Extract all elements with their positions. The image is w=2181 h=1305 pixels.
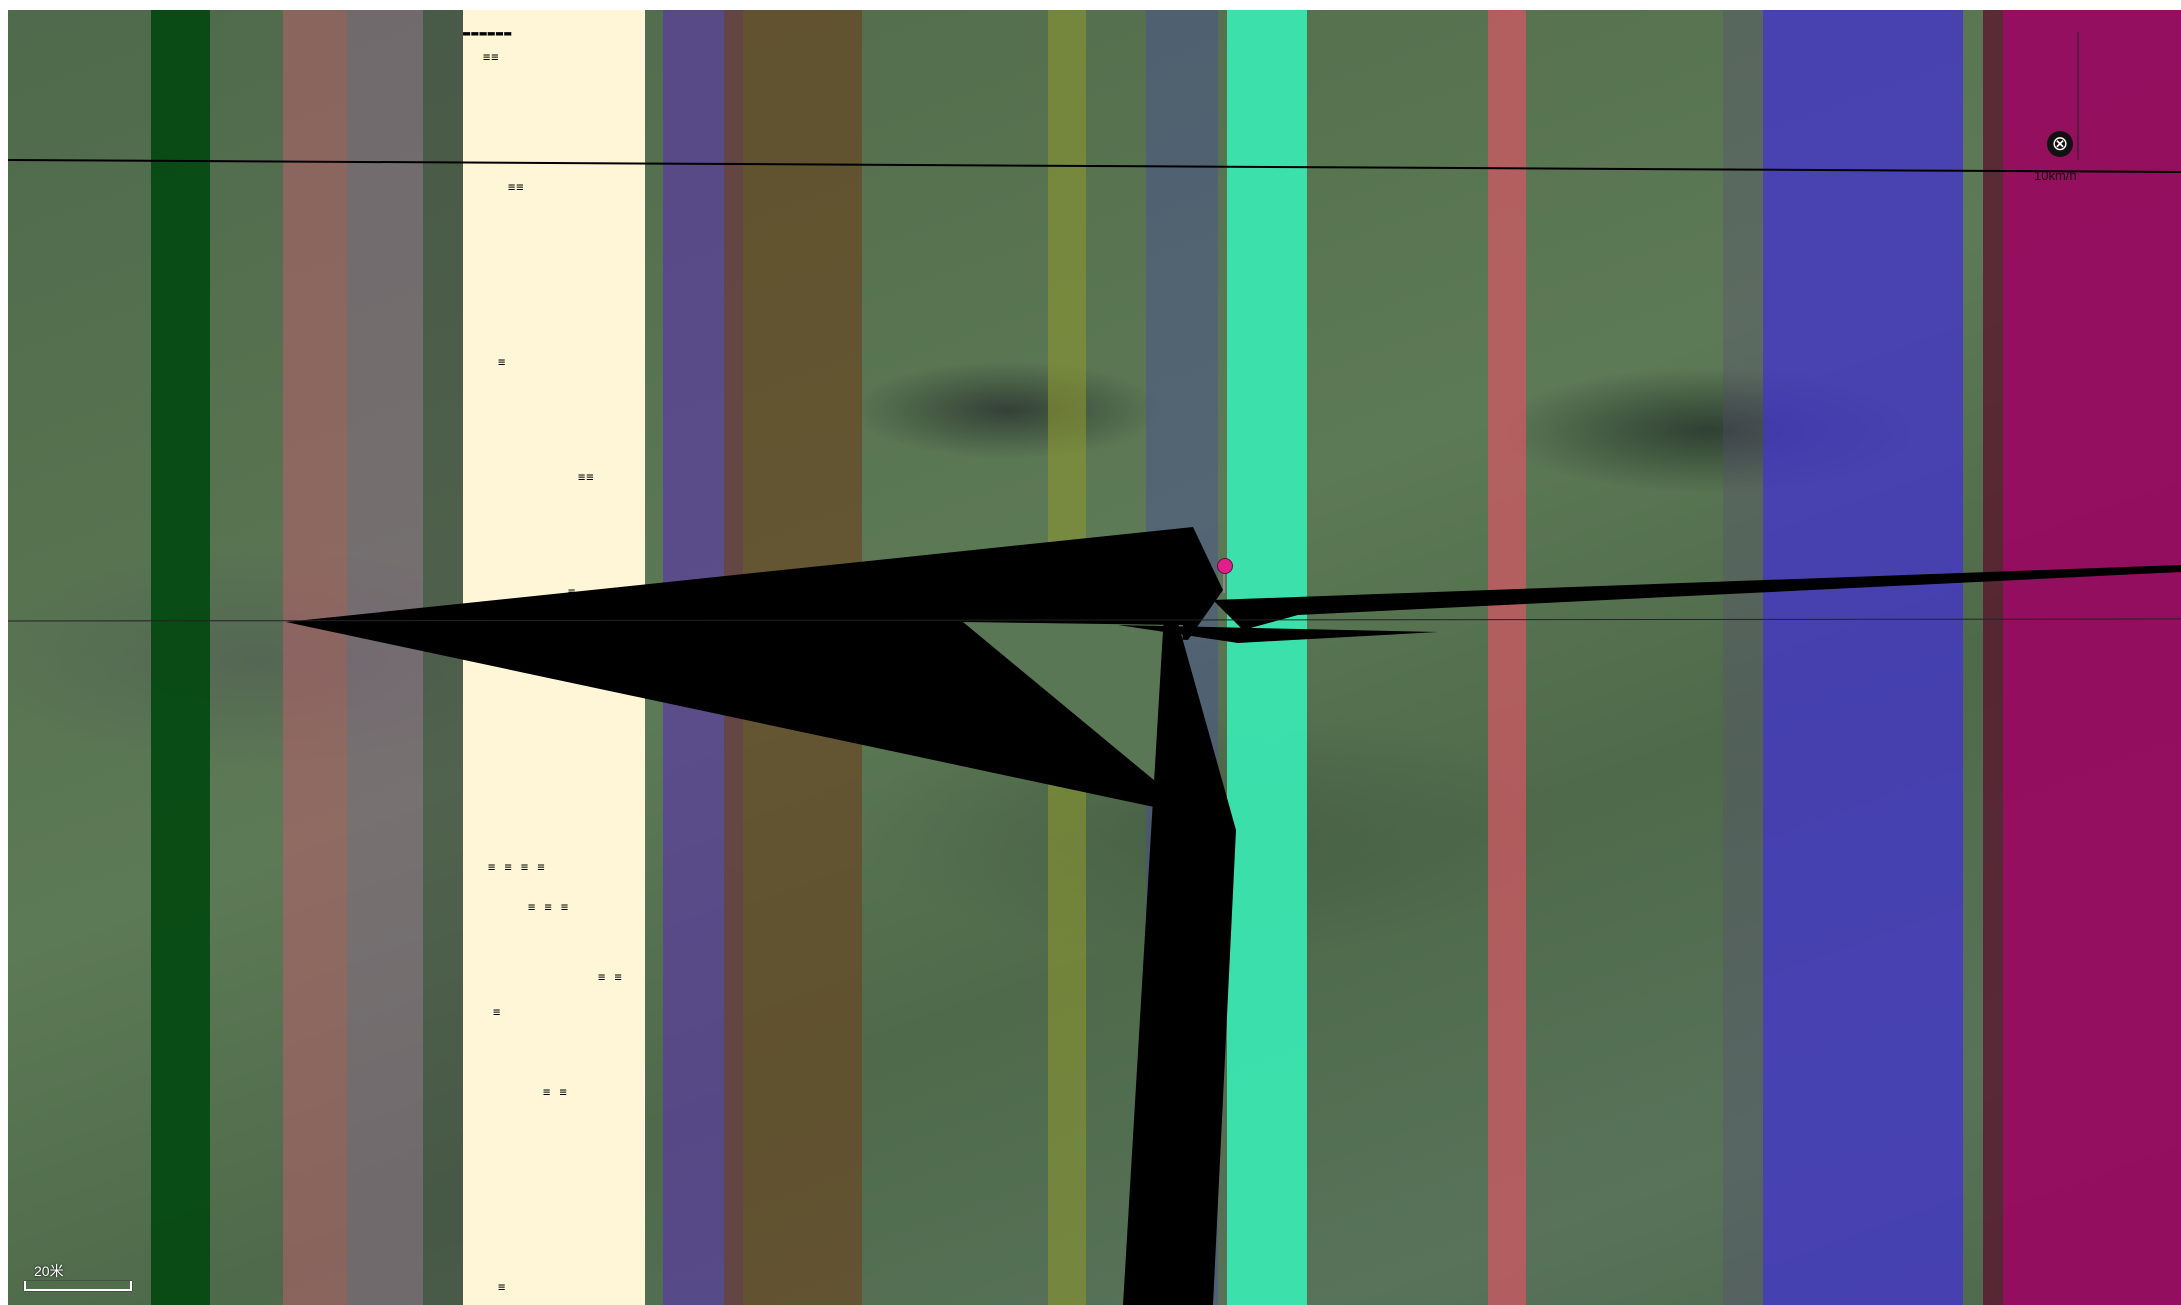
glitch-band <box>1227 10 1307 1305</box>
glitch-band <box>1723 10 1763 1305</box>
glitch-noise: ≡ <box>498 1280 507 1294</box>
glitch-noise: ≡≡ <box>483 50 500 64</box>
glitch-noise: ≡ ≡ <box>543 1085 568 1099</box>
speed-label: 10km/h <box>2034 168 2077 183</box>
glitch-band <box>151 10 210 1305</box>
glitch-artifact <box>8 32 2181 1305</box>
close-icon[interactable]: ⊗ <box>2047 131 2073 157</box>
map-scale: 20米 <box>24 1263 132 1291</box>
glitch-noise: ≡≡ <box>578 470 595 484</box>
map-pin-icon[interactable] <box>1217 558 1233 574</box>
glitch-noise: ≡ ≡ ≡ ≡ <box>488 860 546 874</box>
glitch-band <box>1763 10 1963 1305</box>
glitch-noise: ≡ <box>568 585 577 599</box>
scale-label: 20米 <box>34 1263 64 1279</box>
glitch-noise: ≡ <box>498 355 507 369</box>
map-pin-stem <box>1223 571 1225 593</box>
scale-bar <box>24 1281 132 1291</box>
glitch-noise: ≡ ≡ ≡ <box>528 900 570 914</box>
glitch-band <box>347 10 423 1305</box>
glitch-band <box>2003 10 2181 1305</box>
glitch-band <box>1488 10 1526 1305</box>
glitch-noise: ≡ ≡ <box>598 970 623 984</box>
glitch-band <box>283 10 347 1305</box>
satellite-map[interactable]: ▬▬▬▬▬▬ ≡≡ ≡≡ ≡ ≡≡ ≡ ≡ ≡ ≡ ≡ ≡ ≡ ≡ ≡ ≡ ≡ … <box>8 10 2181 1305</box>
glitch-noise: ≡≡ <box>508 180 525 194</box>
glitch-noise: ≡ <box>493 1005 502 1019</box>
glitch-band <box>1983 10 2003 1305</box>
glitch-noise: ▬▬▬▬▬▬ <box>463 26 513 40</box>
